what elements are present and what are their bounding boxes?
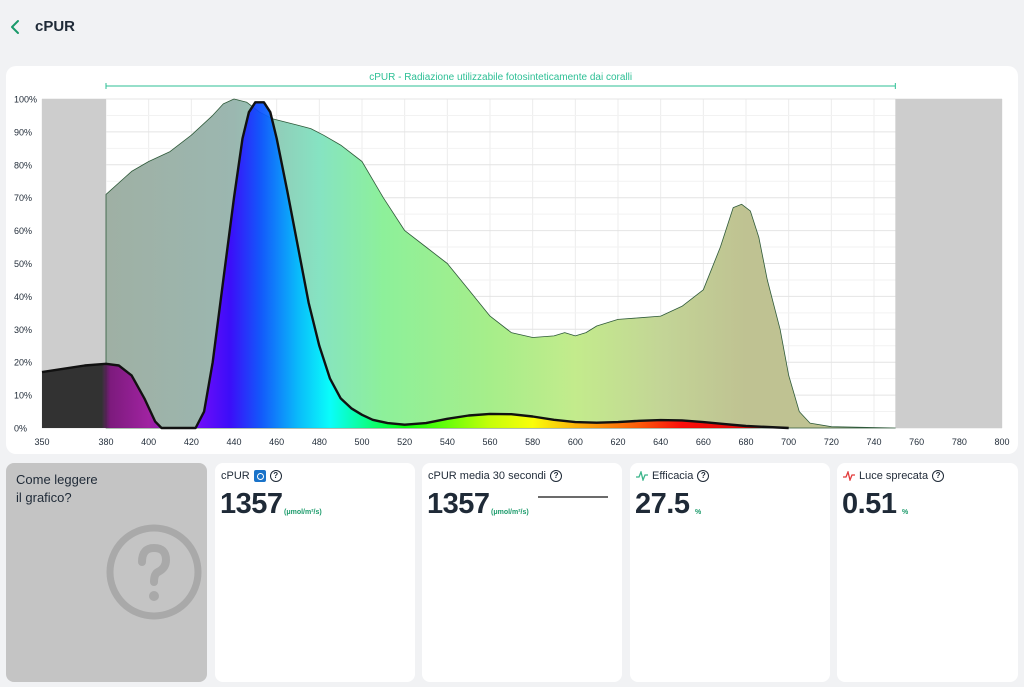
- cpur-badge-icon: [253, 470, 266, 482]
- x-tick-label: 460: [269, 437, 284, 447]
- cpur-card-header: cPUR ?: [221, 468, 282, 484]
- efficacy-value: 27.5: [635, 488, 690, 520]
- x-tick-label: 380: [98, 437, 113, 447]
- x-tick-label: 780: [952, 437, 967, 447]
- chart-title: cPUR - Radiazione utilizzabile fotosinte…: [369, 72, 632, 83]
- wasted-light-value: 0.51: [842, 488, 897, 520]
- y-tick-label: 60%: [14, 226, 32, 236]
- cpur-unit: (μmol/m²/s): [284, 509, 322, 516]
- x-tick-label: 720: [824, 437, 839, 447]
- efficacy-card: Efficacia ? 27.5 %: [630, 463, 830, 682]
- x-tick-label: 620: [610, 437, 625, 447]
- cpur-avg-value: 1357: [427, 488, 490, 520]
- x-tick-label: 440: [226, 437, 241, 447]
- help-card[interactable]: Come leggere il grafico?: [6, 463, 207, 682]
- x-tick-label: 560: [482, 437, 497, 447]
- x-tick-label: 660: [696, 437, 711, 447]
- x-tick-label: 760: [909, 437, 924, 447]
- x-tick-label: 800: [994, 437, 1009, 447]
- y-tick-label: 90%: [14, 127, 32, 137]
- sparkline: [538, 496, 608, 498]
- cpur-avg-card-title: cPUR media 30 secondi: [428, 470, 547, 482]
- x-tick-label: 740: [866, 437, 881, 447]
- x-tick-label: 400: [141, 437, 156, 447]
- x-tick-label: 700: [781, 437, 796, 447]
- help-label: Come leggere il grafico?: [16, 472, 98, 505]
- wasted-light-card: Luce sprecata ? 0.51 %: [837, 463, 1018, 682]
- wasted-light-card-title: Luce sprecata: [859, 470, 929, 482]
- x-tick-label: 500: [354, 437, 369, 447]
- x-tick-label: 520: [397, 437, 412, 447]
- cpur-avg-card: cPUR media 30 secondi ? 1357 (μmol/m²/s): [422, 463, 622, 682]
- y-tick-label: 100%: [14, 95, 37, 105]
- info-icon[interactable]: ?: [269, 470, 282, 482]
- series-line-2: [41, 101, 789, 430]
- y-tick-label: 10%: [14, 391, 32, 401]
- cpur-avg-unit: (μmol/m²/s): [491, 509, 529, 516]
- info-icon[interactable]: ?: [550, 470, 563, 482]
- pulse-icon: [843, 471, 855, 481]
- wasted-light-unit: %: [902, 509, 909, 516]
- excluded-region-right: [895, 99, 1002, 428]
- x-tick-label: 600: [568, 437, 583, 447]
- x-tick-label: 680: [738, 437, 753, 447]
- efficacy-unit: %: [695, 509, 702, 516]
- wasted-light-card-header: Luce sprecata ?: [843, 468, 945, 484]
- header: cPUR: [0, 0, 1024, 56]
- x-tick-label: 350: [34, 437, 49, 447]
- x-tick-label: 420: [184, 437, 199, 447]
- x-tick-label: 540: [440, 437, 455, 447]
- spectrum-chart-svg: cPUR - Radiazione utilizzabile fotosinte…: [14, 72, 1010, 447]
- y-tick-label: 20%: [14, 358, 32, 368]
- x-tick-label: 640: [653, 437, 668, 447]
- cpur-card: cPUR ? 1357 (μmol/m²/s): [215, 463, 415, 682]
- info-icon[interactable]: ?: [932, 470, 945, 482]
- y-tick-label: 80%: [14, 160, 32, 170]
- y-tick-label: 0%: [14, 424, 27, 434]
- spectrum-chart: cPUR - Radiazione utilizzabile fotosinte…: [6, 66, 1018, 454]
- series-area-2: [42, 102, 789, 429]
- y-tick-label: 40%: [14, 292, 32, 302]
- pulse-icon: [636, 471, 648, 481]
- efficacy-card-header: Efficacia ?: [636, 468, 710, 484]
- page-title: cPUR: [35, 18, 76, 35]
- cpur-card-title: cPUR: [221, 470, 250, 482]
- cpur-avg-card-header: cPUR media 30 secondi ?: [428, 468, 563, 484]
- back-chevron-icon[interactable]: [6, 15, 26, 39]
- question-circle-icon: [106, 524, 202, 620]
- y-tick-label: 30%: [14, 325, 32, 335]
- x-tick-label: 480: [312, 437, 327, 447]
- y-tick-label: 70%: [14, 193, 32, 203]
- y-tick-label: 50%: [14, 259, 32, 269]
- efficacy-card-title: Efficacia: [652, 470, 694, 482]
- cpur-value: 1357: [220, 488, 283, 520]
- x-tick-label: 580: [525, 437, 540, 447]
- info-icon[interactable]: ?: [697, 470, 710, 482]
